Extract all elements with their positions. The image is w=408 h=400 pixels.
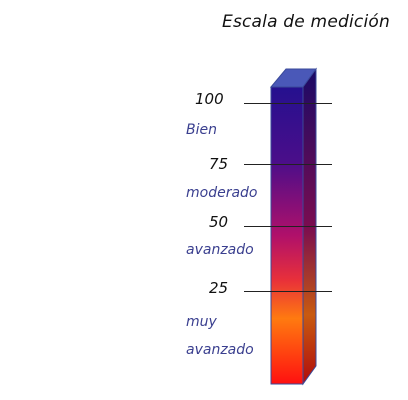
bar-front-face [270,86,304,385]
tick-label-25: 25 [209,279,229,297]
tick-line-100 [244,103,332,104]
tick-label-75: 75 [209,155,229,173]
tick-line-75 [244,164,332,165]
level-label-muy-avanzado: muy avanzado [186,314,254,358]
level-label-moderado: moderado [186,185,258,201]
scale-title: Escala de medición [222,12,390,32]
tick-label-50: 50 [209,213,229,231]
level-label-bien: Bien [186,122,217,138]
tick-label-100: 100 [195,90,224,108]
tick-line-25 [244,291,332,292]
tick-line-50 [244,226,332,227]
level-label-avanzado: avanzado [186,242,254,258]
